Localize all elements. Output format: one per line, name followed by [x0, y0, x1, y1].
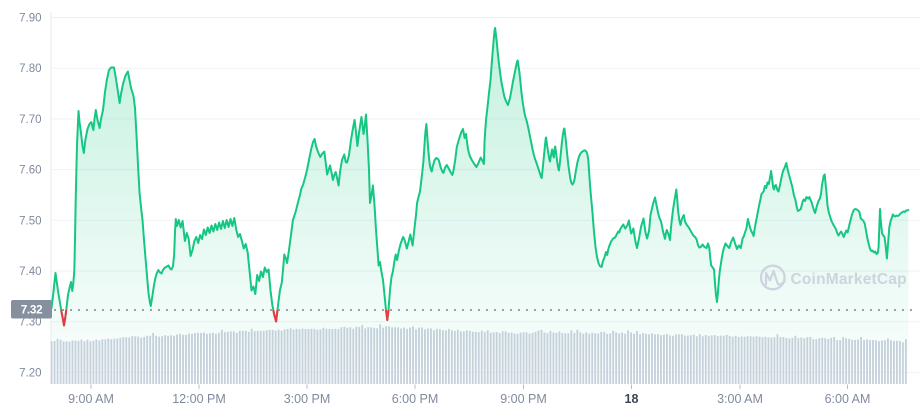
svg-text:18: 18: [625, 392, 639, 406]
svg-text:7.32: 7.32: [21, 304, 43, 317]
svg-text:3:00 PM: 3:00 PM: [284, 392, 331, 406]
svg-text:9:00 AM: 9:00 AM: [68, 392, 114, 406]
svg-text:7.30: 7.30: [19, 317, 41, 329]
svg-text:7.40: 7.40: [19, 266, 41, 278]
svg-text:7.90: 7.90: [19, 13, 41, 25]
svg-text:CoinMarketCap: CoinMarketCap: [791, 271, 907, 288]
svg-text:7.80: 7.80: [19, 63, 41, 75]
svg-text:7.70: 7.70: [19, 114, 41, 126]
svg-text:7.50: 7.50: [19, 215, 41, 227]
svg-text:9:00 PM: 9:00 PM: [500, 392, 547, 406]
svg-text:7.60: 7.60: [19, 165, 41, 177]
svg-text:3:00 AM: 3:00 AM: [717, 392, 763, 406]
svg-text:6:00 AM: 6:00 AM: [825, 392, 871, 406]
svg-text:6:00 PM: 6:00 PM: [392, 392, 439, 406]
svg-text:7.20: 7.20: [19, 367, 41, 379]
svg-text:12:00 PM: 12:00 PM: [172, 392, 226, 406]
